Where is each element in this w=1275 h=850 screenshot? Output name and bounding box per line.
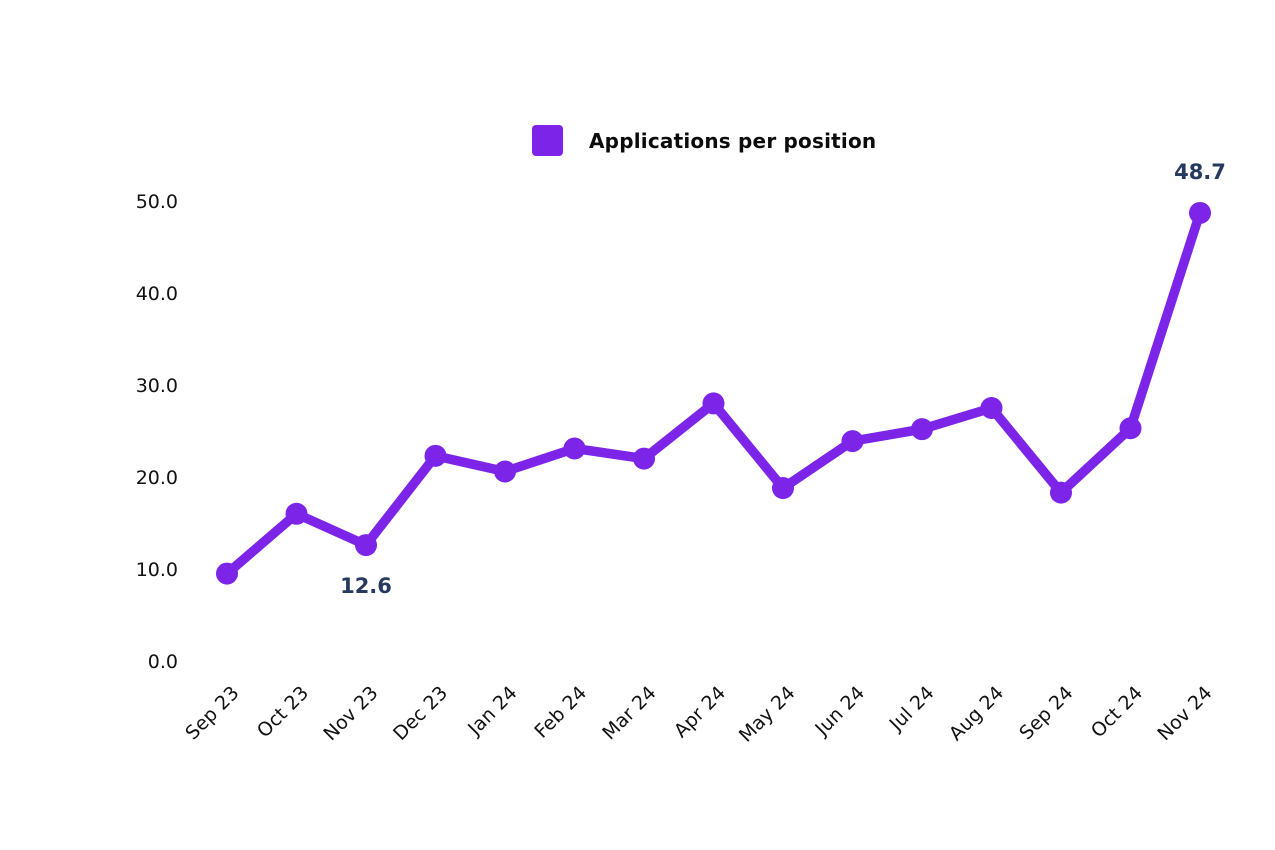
x-tick-label: Apr 24 — [670, 682, 730, 742]
y-tick-label: 40.0 — [136, 283, 178, 305]
x-tick-label: Sep 24 — [1015, 682, 1077, 744]
data-point-marker[interactable] — [980, 397, 1003, 419]
data-point-marker[interactable] — [285, 502, 308, 525]
data-label: 48.7 — [1174, 160, 1226, 184]
data-point-marker[interactable] — [911, 418, 933, 441]
x-tick-label: Oct 23 — [253, 682, 313, 742]
legend-swatch-icon — [532, 125, 563, 156]
legend: Applications per position — [532, 125, 876, 156]
data-point-marker[interactable] — [424, 444, 447, 467]
data-point-marker[interactable] — [1119, 417, 1142, 440]
data-point-marker[interactable] — [355, 534, 377, 557]
y-tick-label: 20.0 — [136, 467, 178, 489]
x-tick-label: Jul 24 — [885, 682, 939, 736]
x-tick-label: Aug 24 — [945, 682, 1008, 745]
legend-label: Applications per position — [589, 128, 877, 153]
y-tick-label: 30.0 — [136, 375, 178, 397]
x-tick-label: Jun 24 — [810, 682, 869, 741]
data-point-marker[interactable] — [633, 447, 655, 470]
data-point-marker[interactable] — [563, 437, 586, 460]
data-point-marker[interactable] — [1050, 481, 1072, 504]
x-tick-label: Nov 24 — [1153, 682, 1216, 745]
x-tick-label: Oct 24 — [1087, 682, 1147, 742]
y-tick-label: 50.0 — [136, 191, 178, 213]
data-point-marker[interactable] — [772, 477, 794, 500]
data-point-marker[interactable] — [702, 392, 725, 415]
y-tick-label: 10.0 — [136, 559, 178, 581]
data-point-marker[interactable] — [216, 562, 238, 585]
data-label: 12.6 — [340, 574, 392, 598]
x-tick-label: Feb 24 — [530, 682, 591, 743]
data-point-marker[interactable] — [494, 460, 516, 483]
y-tick-label: 0.0 — [148, 651, 178, 673]
data-point-marker[interactable] — [841, 430, 864, 453]
x-tick-label: Nov 23 — [319, 682, 382, 745]
x-tick-label: Mar 24 — [598, 682, 660, 744]
x-tick-label: Sep 23 — [181, 682, 243, 744]
x-tick-label: May 24 — [735, 682, 800, 747]
data-point-marker[interactable] — [1189, 201, 1211, 224]
x-tick-label: Dec 23 — [389, 682, 452, 745]
x-tick-label: Jan 24 — [463, 682, 521, 740]
